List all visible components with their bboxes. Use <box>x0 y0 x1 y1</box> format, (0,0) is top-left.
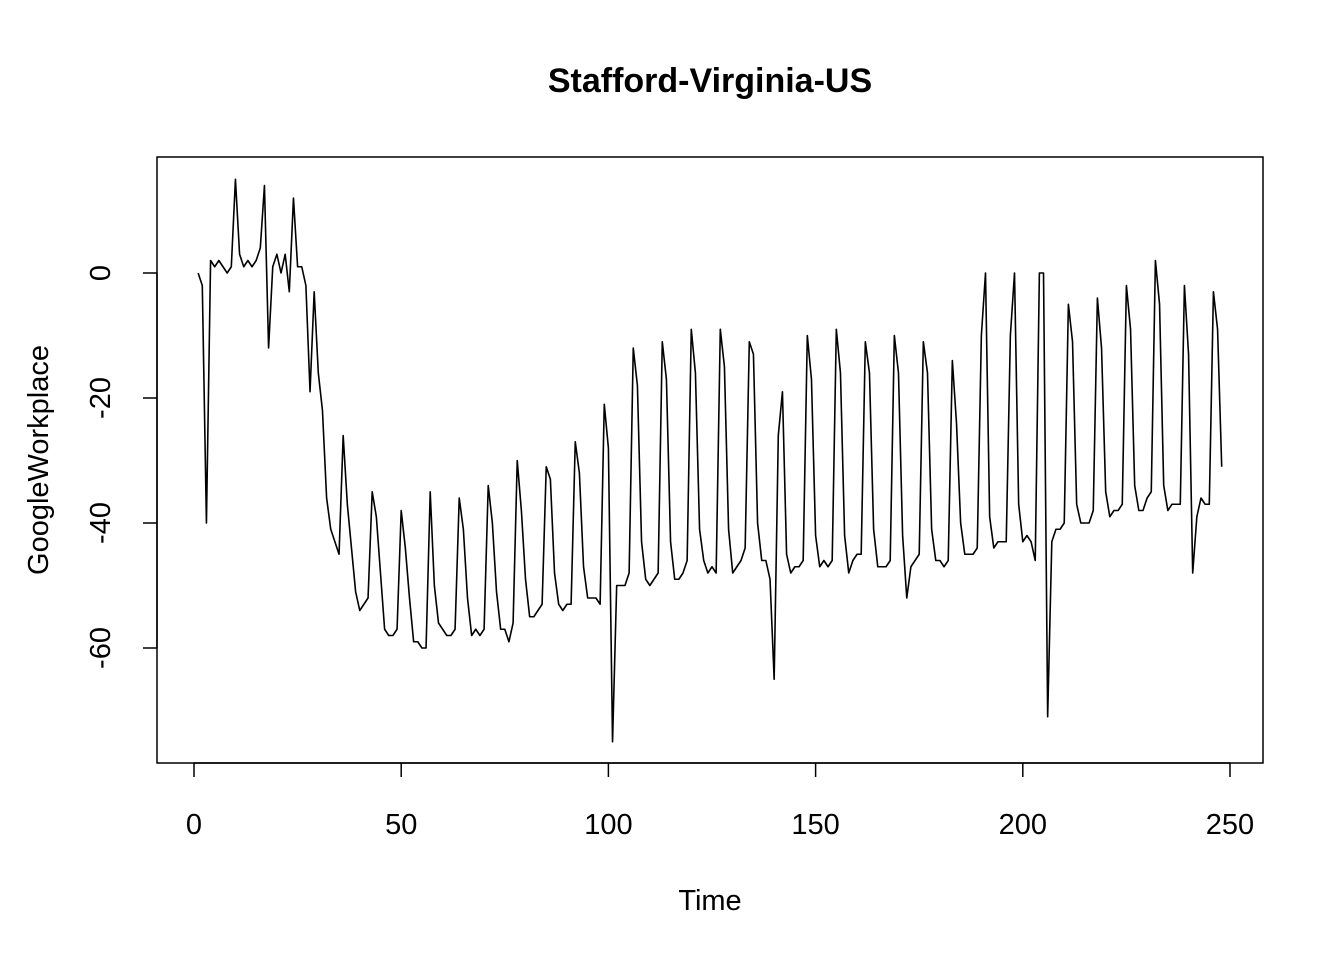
x-tick-label: 100 <box>584 809 632 841</box>
x-tick-label: 50 <box>385 809 417 841</box>
y-axis-label: GoogleWorkplace <box>23 345 55 575</box>
y-tick-label: 0 <box>85 265 117 281</box>
x-tick-label: 150 <box>791 809 839 841</box>
y-tick-label: -60 <box>85 627 117 669</box>
x-tick-label: 200 <box>999 809 1047 841</box>
chart-title: Stafford-Virginia-US <box>548 62 872 100</box>
y-tick-label: -20 <box>85 377 117 419</box>
x-axis-label: Time <box>678 885 741 917</box>
y-tick-label: -40 <box>85 502 117 544</box>
x-axis: 0 50 100 150 200 250 <box>186 762 1254 841</box>
series-line <box>197 178 1223 743</box>
y-axis: 0 -20 -40 -60 <box>85 265 158 669</box>
plot-frame <box>156 156 1264 764</box>
x-tick-label: 0 <box>186 809 202 841</box>
x-tick-label: 250 <box>1206 809 1254 841</box>
